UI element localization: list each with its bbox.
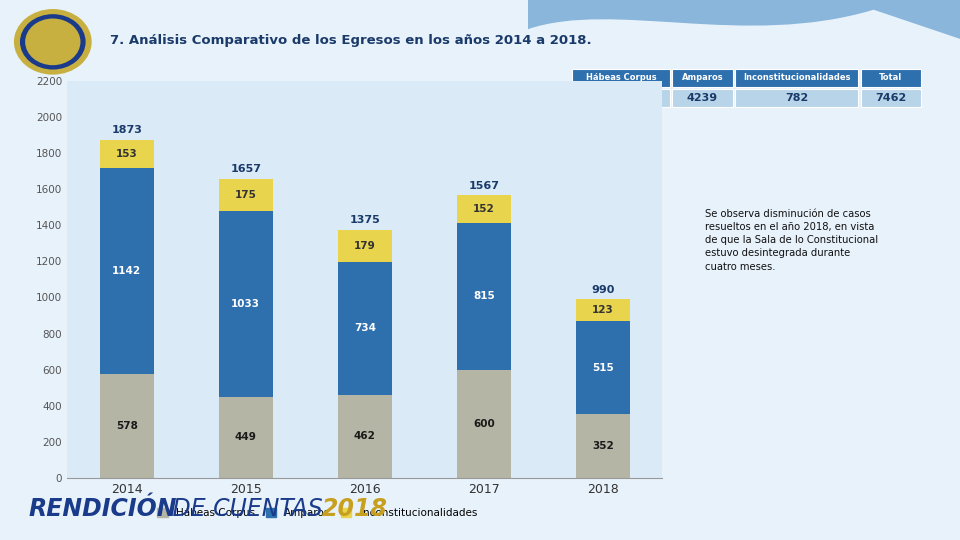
Bar [457,195,511,222]
Text: 782: 782 [785,93,808,103]
Text: RENDICIÓN: RENDICIÓN [29,497,178,521]
Text: Amparos: Amparos [682,73,723,82]
Text: 600: 600 [473,419,494,429]
Text: 1375: 1375 [349,215,380,225]
Text: Hábeas Corpus: Hábeas Corpus [586,73,657,82]
PathPatch shape [528,0,960,39]
Bar [735,69,858,87]
Text: 123: 123 [592,306,613,315]
Text: 352: 352 [592,441,613,451]
Text: 7462: 7462 [876,93,906,103]
Bar [457,370,511,478]
Bar [219,211,273,397]
Text: 1142: 1142 [112,266,141,275]
Text: Inconstitucionalidades: Inconstitucionalidades [743,73,851,82]
Text: 152: 152 [473,204,494,214]
Text: 179: 179 [354,241,375,251]
Bar [338,262,392,395]
Bar [219,397,273,478]
Text: 578: 578 [116,421,137,431]
Bar [576,414,630,478]
Text: 4239: 4239 [686,93,718,103]
Text: 449: 449 [235,433,256,442]
Text: DE CUENTAS: DE CUENTAS [165,497,330,521]
Bar [100,374,154,478]
Text: 2441: 2441 [606,93,636,103]
Text: 515: 515 [592,363,613,373]
Text: 1567: 1567 [468,181,499,191]
Text: 1873: 1873 [111,125,142,136]
Text: Se observa disminución de casos
resueltos en el año 2018, en vista
de que la Sal: Se observa disminución de casos resuelto… [705,209,878,272]
Bar [860,89,922,106]
Bar [672,69,732,87]
Text: 1033: 1033 [231,299,260,309]
Bar [735,89,858,106]
Bar [457,222,511,370]
Bar [100,167,154,374]
Bar [100,140,154,167]
Circle shape [20,14,85,70]
Bar [338,395,392,478]
Bar [672,89,732,106]
Bar [338,230,392,262]
Bar [576,299,630,321]
Circle shape [13,9,91,75]
Bar [219,179,273,211]
Text: 175: 175 [235,190,256,200]
Bar [572,89,670,106]
Text: 7. Análisis Comparativo de los Egresos en los años 2014 a 2018.: 7. Análisis Comparativo de los Egresos e… [110,34,592,47]
Text: 462: 462 [354,431,375,441]
Bar [572,69,670,87]
Text: 815: 815 [473,291,494,301]
Text: 153: 153 [116,149,137,159]
Bar [860,69,922,87]
Circle shape [25,18,81,65]
Bar [576,321,630,414]
Text: Total: Total [879,73,902,82]
Legend: Hábeas Corpus, Amparos, Inconstitucionalidades: Hábeas Corpus, Amparos, Inconstitucional… [153,503,481,522]
Text: 1657: 1657 [230,165,261,174]
Text: 734: 734 [354,323,375,333]
Text: 990: 990 [591,285,614,295]
Text: 2018: 2018 [322,497,388,521]
